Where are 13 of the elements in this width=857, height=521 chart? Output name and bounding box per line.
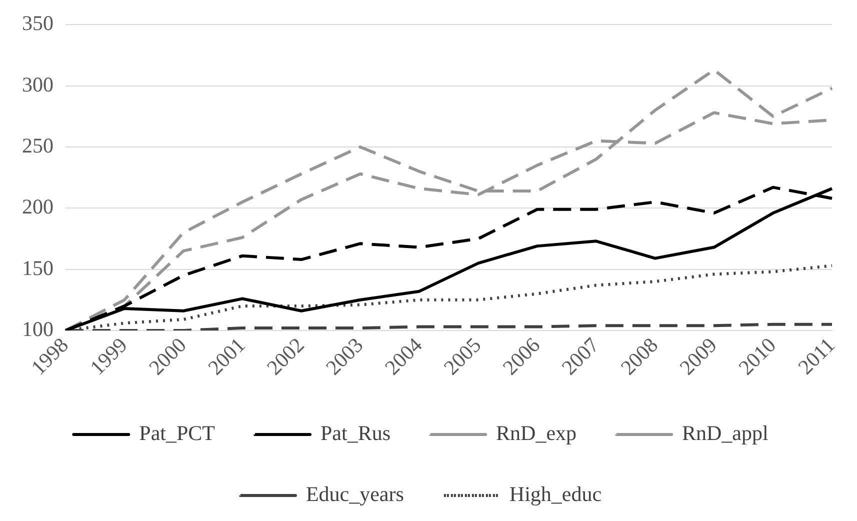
legend-label: RnD_appl bbox=[682, 421, 769, 446]
legend-label: RnD_exp bbox=[496, 421, 577, 446]
y-tick-label: 250 bbox=[22, 133, 54, 158]
legend-label: Pat_Rus bbox=[320, 421, 391, 446]
y-tick-label: 300 bbox=[22, 72, 54, 96]
y-tick-label: 100 bbox=[22, 317, 54, 341]
legend-label: High_educ bbox=[509, 482, 602, 506]
y-tick-label: 350 bbox=[22, 11, 54, 36]
y-tick-label: 200 bbox=[22, 194, 54, 219]
legend-label: Pat_PCT bbox=[139, 421, 216, 446]
x-tick-label: 2011 bbox=[793, 332, 840, 379]
y-tick-label: 150 bbox=[22, 256, 54, 280]
legend-label: Educ_years bbox=[306, 482, 404, 506]
